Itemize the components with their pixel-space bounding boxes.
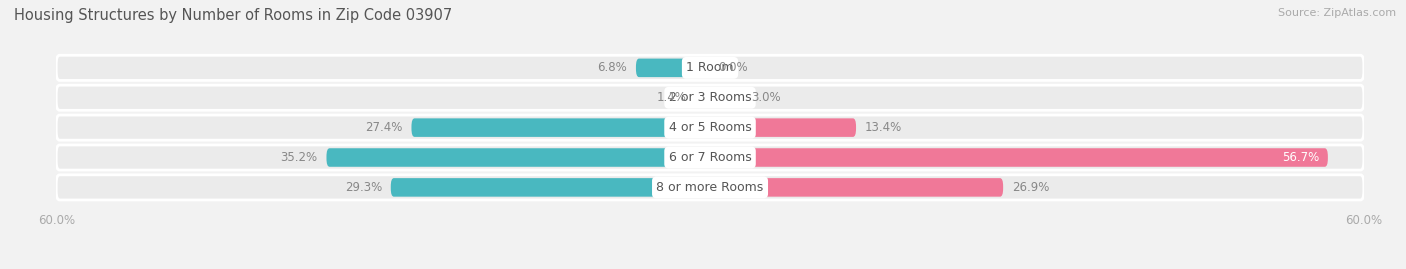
Text: Source: ZipAtlas.com: Source: ZipAtlas.com — [1278, 8, 1396, 18]
Text: 8 or more Rooms: 8 or more Rooms — [657, 181, 763, 194]
Text: 6 or 7 Rooms: 6 or 7 Rooms — [669, 151, 751, 164]
FancyBboxPatch shape — [391, 178, 710, 197]
Text: 26.9%: 26.9% — [1012, 181, 1049, 194]
FancyBboxPatch shape — [56, 55, 1364, 80]
FancyBboxPatch shape — [56, 85, 1364, 110]
Text: 3.0%: 3.0% — [751, 91, 782, 104]
FancyBboxPatch shape — [710, 148, 1327, 167]
FancyBboxPatch shape — [636, 59, 710, 77]
Text: 56.7%: 56.7% — [1282, 151, 1319, 164]
Text: 0.0%: 0.0% — [718, 61, 748, 74]
FancyBboxPatch shape — [710, 89, 742, 107]
FancyBboxPatch shape — [56, 175, 1364, 200]
Text: 6.8%: 6.8% — [598, 61, 627, 74]
Text: 1.4%: 1.4% — [657, 91, 686, 104]
Text: 29.3%: 29.3% — [344, 181, 382, 194]
FancyBboxPatch shape — [695, 89, 710, 107]
FancyBboxPatch shape — [56, 145, 1364, 170]
FancyBboxPatch shape — [56, 115, 1364, 140]
Legend: Owner-occupied, Renter-occupied: Owner-occupied, Renter-occupied — [583, 266, 837, 269]
Text: 35.2%: 35.2% — [281, 151, 318, 164]
Text: 2 or 3 Rooms: 2 or 3 Rooms — [669, 91, 751, 104]
FancyBboxPatch shape — [326, 148, 710, 167]
Text: Housing Structures by Number of Rooms in Zip Code 03907: Housing Structures by Number of Rooms in… — [14, 8, 453, 23]
FancyBboxPatch shape — [710, 118, 856, 137]
Text: 1 Room: 1 Room — [686, 61, 734, 74]
FancyBboxPatch shape — [412, 118, 710, 137]
Text: 13.4%: 13.4% — [865, 121, 903, 134]
Text: 27.4%: 27.4% — [366, 121, 402, 134]
Text: 4 or 5 Rooms: 4 or 5 Rooms — [669, 121, 751, 134]
FancyBboxPatch shape — [710, 178, 1002, 197]
